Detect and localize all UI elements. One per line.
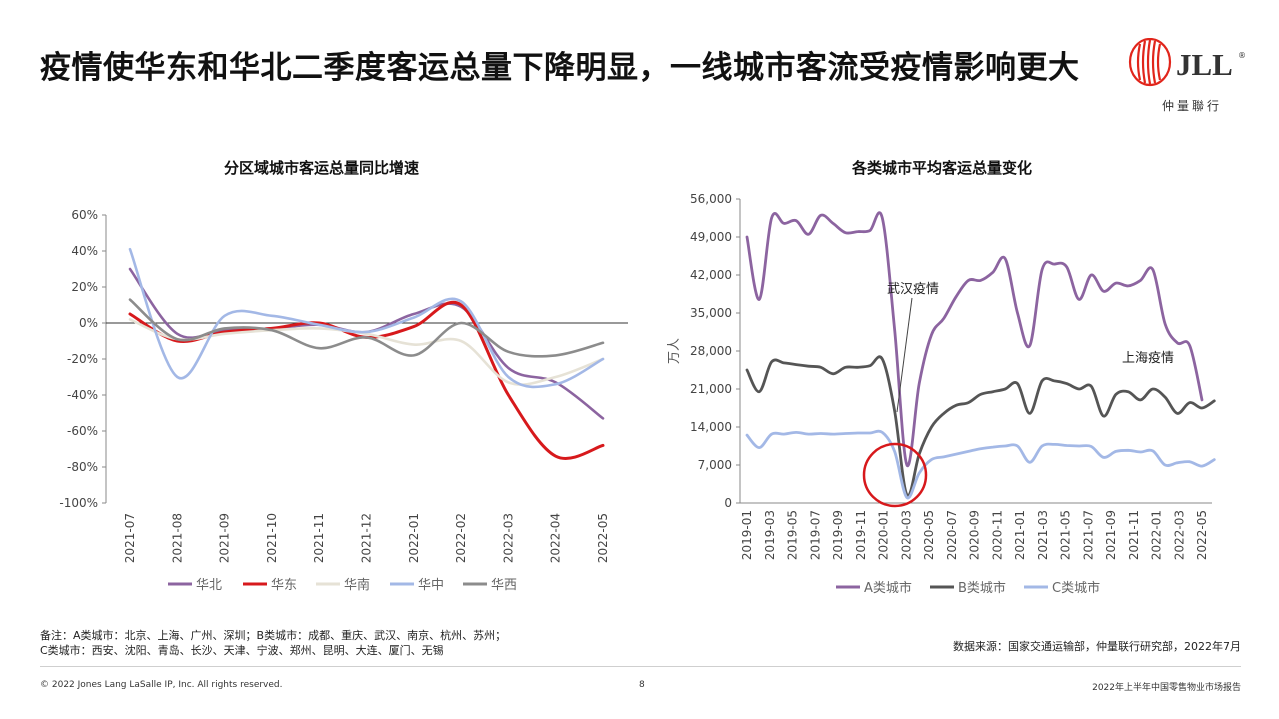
footer-divider (40, 666, 1241, 667)
chart1-legend-label: 华北 (196, 578, 222, 593)
chart2-x-tick-label: 2021-07 (1081, 510, 1095, 560)
chart1-x-tick-label: 2021-11 (312, 513, 326, 563)
chart2-highlight-circle (862, 442, 928, 508)
logo-text: JLL (1176, 47, 1233, 82)
chart2-x-tick-label: 2020-05 (922, 510, 936, 560)
chart1-x-tick-label: 2021-12 (360, 513, 374, 563)
chart2-x-tick-label: 2021-05 (1059, 510, 1073, 560)
chart-city-tier-passenger: 56,000 49,000 42,000 35,000 28,000 21,000 14,0… (667, 192, 1216, 596)
chart2-x-tick-label: 2020-03 (899, 510, 913, 560)
chart1-legend-label: 华西 (491, 578, 517, 593)
chart1-y-tick-label: 40% (71, 244, 98, 258)
chart2-x-tick-label: 2022-03 (1172, 510, 1186, 560)
chart1-x-tick-label: 2021-07 (123, 513, 137, 563)
chart2-x-tick-label: 2019-11 (854, 510, 868, 560)
chart2-x-tick-label: 2021-01 (1013, 510, 1027, 560)
chart2-y-tick-label: 56,000 (690, 192, 732, 206)
chart2-y-tick-label: 28,000 (690, 344, 732, 358)
chart2-x-tick-label: 2021-11 (1127, 510, 1141, 560)
chart2-y-tick-label: 49,000 (690, 230, 732, 244)
footnote-line-2: C类城市：西安、沈阳、青岛、长沙、天津、宁波、郑州、昆明、大连、厦门、无锡 (40, 644, 444, 657)
chart1-y-tick-label: -60% (67, 424, 98, 438)
chart1-x-tick-label: 2022-04 (549, 513, 563, 563)
chart2-legend-label: C类城市 (1052, 580, 1100, 596)
chart2-x-tick-label: 2019-05 (786, 510, 800, 560)
chart2-y-tick-label: 14,000 (690, 420, 732, 434)
chart2-x-tick-label: 2020-09 (968, 510, 982, 560)
chart2-x-tick-label: 2020-11 (990, 510, 1004, 560)
chart2-y-tick-label: 35,000 (690, 306, 732, 320)
chart-regional-growth: 60% 40% 20% 0% -20% -40% -60% -80% -100% 2021-07 2… (59, 208, 628, 593)
chart1-x-tick-label: 2022-05 (596, 513, 610, 563)
chart1-series-line-4 (128, 298, 605, 358)
chart1-y-tick-label: -100% (59, 496, 98, 510)
footnote: 备注：A类城市：北京、上海、广州、深圳；B类城市：成都、重庆、武汉、南京、杭州、… (40, 628, 506, 658)
chart2-y-axis-label: 万人 (667, 338, 682, 364)
chart1-x-tick-label: 2021-09 (218, 513, 232, 563)
chart1-y-tick-label: -80% (67, 460, 98, 474)
chart1-title: 分区域城市客运总量同比增速 (224, 159, 420, 177)
chart1-y-tick-label: 20% (71, 280, 98, 294)
chart2-annotation-wuhan: 武汉疫情 (887, 281, 939, 297)
jll-logo-mark-icon (1128, 38, 1172, 87)
chart1-series-line-3 (128, 247, 605, 389)
chart1-x-tick-label: 2022-03 (501, 513, 515, 563)
chart1-series-line-0 (128, 267, 605, 420)
chart2-legend-label: A类城市 (864, 580, 912, 596)
jll-logo: JLL ® (1128, 38, 1246, 87)
chart1-x-tick-label: 2021-10 (265, 513, 279, 563)
chart1-legend-label: 华东 (271, 578, 297, 593)
chart2-x-tick-label: 2021-03 (1036, 510, 1050, 560)
chart2-x-tick-label: 2020-07 (945, 510, 959, 560)
page-number: 8 (639, 680, 645, 690)
chart2-legend-label: B类城市 (958, 580, 1006, 596)
chart2-x-tick-label: 2019-01 (740, 510, 754, 560)
chart2-y-tick-label: 21,000 (690, 382, 732, 396)
chart2-series-line-1 (745, 355, 1216, 498)
chart1-legend-label: 华中 (418, 578, 444, 593)
data-source: 数据来源：国家交通运输部，仲量联行研究部，2022年7月 (953, 640, 1241, 653)
chart2-title: 各类城市平均客运总量变化 (852, 159, 1033, 177)
copyright: © 2022 Jones Lang LaSalle IP, Inc. All r… (40, 680, 283, 690)
chart1-y-tick-label: 0% (79, 316, 98, 330)
chart2-y-tick-label: 0 (724, 496, 732, 510)
svg-text:®: ® (1238, 51, 1246, 60)
chart2-x-tick-label: 2020-01 (877, 510, 891, 560)
chart1-x-tick-label: 2022-01 (407, 513, 421, 563)
chart2-x-tick-label: 2019-09 (831, 510, 845, 560)
chart2-series-line-2 (745, 429, 1216, 500)
footnote-line-1: 备注：A类城市：北京、上海、广州、深圳；B类城市：成都、重庆、武汉、南京、杭州、… (40, 629, 507, 642)
chart1-y-tick-label: -20% (67, 352, 98, 366)
chart2-x-tick-label: 2019-07 (808, 510, 822, 560)
chart2-y-tick-label: 42,000 (690, 268, 732, 282)
chart1-legend-label: 华南 (344, 577, 370, 593)
chart2-x-tick-label: 2021-09 (1104, 510, 1118, 560)
logo-subtitle: 仲量聯行 (1162, 99, 1223, 113)
chart2-x-tick-label: 2022-01 (1150, 510, 1164, 560)
chart2-y-tick-label: 7,000 (698, 458, 732, 472)
chart1-series-line-1 (128, 301, 605, 460)
chart1-y-tick-label: 60% (71, 208, 98, 222)
page-title: 疫情使华东和华北二季度客运总量下降明显，一线城市客流受疫情影响更大 (40, 50, 1080, 86)
chart1-x-tick-label: 2022-02 (454, 513, 468, 563)
chart2-annotation-pointer (896, 297, 913, 413)
chart1-x-tick-label: 2021-08 (170, 513, 184, 563)
chart1-y-tick-label: -40% (67, 388, 98, 402)
chart2-series-line-0 (745, 211, 1204, 468)
chart2-x-tick-label: 2019-03 (763, 510, 777, 560)
report-name: 2022年上半年中国零售物业市场报告 (1092, 683, 1241, 693)
chart2-annotation-shanghai: 上海疫情 (1122, 350, 1174, 366)
chart2-x-tick-label: 2022-05 (1195, 510, 1209, 560)
